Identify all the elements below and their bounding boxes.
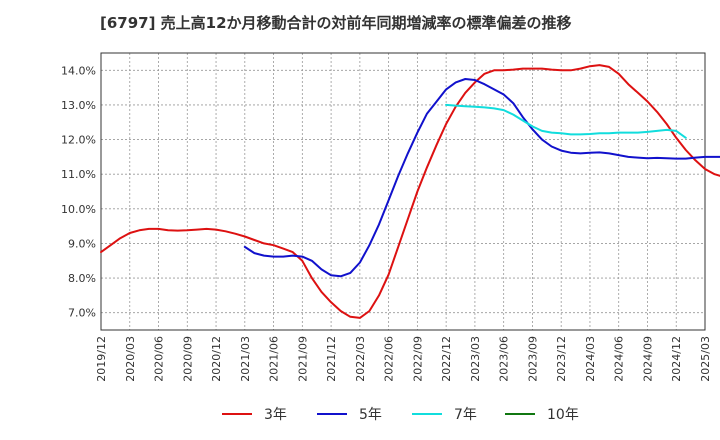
y-tick-label: 13.0% bbox=[61, 99, 96, 112]
legend-label-1: 5年 bbox=[359, 407, 382, 423]
plot-border bbox=[100, 52, 706, 331]
x-tick-label: 2019/12 bbox=[95, 336, 108, 382]
y-tick-label: 11.0% bbox=[61, 168, 96, 181]
x-tick-label: 2020/06 bbox=[153, 336, 166, 382]
series-lines bbox=[100, 64, 720, 319]
y-tick-label: 14.0% bbox=[61, 64, 96, 77]
legend-label-3: 10年 bbox=[547, 407, 579, 423]
x-tick-label: 2024/09 bbox=[641, 336, 654, 382]
x-tick-label: 2020/03 bbox=[124, 336, 137, 382]
x-tick-label: 2023/06 bbox=[498, 336, 511, 382]
x-tick-label: 2021/06 bbox=[268, 336, 281, 382]
x-tick-label: 2020/09 bbox=[181, 336, 194, 382]
legend-label-0: 3年 bbox=[264, 407, 287, 423]
x-tick-label: 2025/03 bbox=[699, 336, 712, 382]
x-tick-label: 2021/09 bbox=[296, 336, 309, 382]
y-tick-label: 12.0% bbox=[61, 134, 96, 147]
series-line-0 bbox=[100, 64, 720, 319]
x-tick-label: 2020/12 bbox=[210, 336, 223, 382]
series-line-1 bbox=[243, 78, 720, 278]
x-tick-label: 2023/09 bbox=[526, 336, 539, 382]
series-line-2 bbox=[445, 103, 687, 139]
y-tick-label: 10.0% bbox=[61, 203, 96, 216]
legend-label-2: 7年 bbox=[454, 407, 477, 423]
x-axis: 2019/12 2020/03 2020/06 2020/09 2020/12 2021/… bbox=[95, 336, 712, 382]
legend: 3年 5年 7年 10年 bbox=[222, 407, 579, 423]
plot-area bbox=[101, 53, 705, 330]
x-tick-label: 2022/03 bbox=[354, 336, 367, 382]
y-axis: 7.0% 8.0% 9.0% 10.0% 11.0% 12.0% 13.0% 14.0% bbox=[61, 64, 96, 319]
y-tick-label: 9.0% bbox=[68, 237, 96, 250]
x-tick-label: 2022/06 bbox=[383, 336, 396, 382]
x-tick-label: 2023/12 bbox=[555, 336, 568, 382]
x-tick-label: 2024/06 bbox=[613, 336, 626, 382]
x-tick-label: 2024/12 bbox=[670, 336, 683, 382]
x-tick-label: 2024/03 bbox=[584, 336, 597, 382]
y-tick-label: 8.0% bbox=[68, 272, 96, 285]
x-tick-label: 2022/09 bbox=[411, 336, 424, 382]
gridlines bbox=[100, 53, 706, 330]
x-tick-label: 2021/12 bbox=[325, 336, 338, 382]
x-tick-label: 2022/12 bbox=[440, 336, 453, 382]
y-tick-label: 7.0% bbox=[68, 307, 96, 320]
x-tick-label: 2021/03 bbox=[239, 336, 252, 382]
x-tick-label: 2023/03 bbox=[469, 336, 482, 382]
chart-title: [6797] 売上高12か月移動合計の対前年同期増減率の標準偏差の推移 bbox=[100, 14, 572, 32]
